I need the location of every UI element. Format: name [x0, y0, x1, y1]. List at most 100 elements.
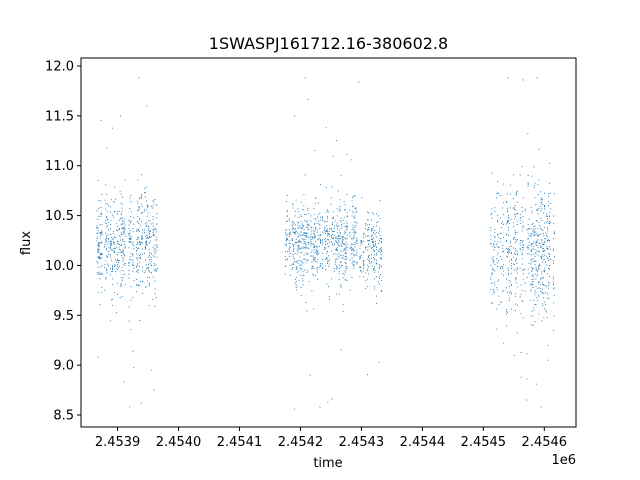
data-point: [294, 278, 296, 280]
data-point: [345, 225, 347, 227]
data-point: [342, 303, 344, 305]
data-point: [96, 226, 98, 228]
data-point: [552, 263, 555, 265]
data-point: [299, 267, 301, 269]
data-point: [507, 220, 510, 222]
data-point: [297, 225, 299, 227]
data-point: [144, 196, 146, 198]
data-point: [150, 223, 152, 225]
data-point: [132, 259, 134, 261]
data-point: [501, 221, 504, 223]
data-point: [365, 272, 367, 274]
data-point: [152, 199, 154, 201]
data-point: [148, 277, 150, 279]
data-point: [534, 182, 536, 184]
data-point: [286, 220, 288, 222]
data-point: [118, 265, 120, 267]
data-point: [154, 256, 156, 258]
data-point: [310, 215, 312, 217]
data-point: [108, 238, 110, 240]
data-point: [535, 251, 537, 253]
data-point: [137, 179, 139, 181]
data-point: [337, 244, 339, 246]
data-point: [111, 214, 113, 216]
data-point: [509, 250, 511, 252]
data-point: [306, 272, 308, 274]
data-point: [318, 238, 320, 240]
data-point: [519, 244, 521, 246]
data-point: [531, 284, 533, 286]
data-point: [120, 270, 122, 272]
data-point: [331, 186, 333, 188]
data-point: [336, 225, 338, 227]
data-point: [344, 225, 346, 227]
data-point: [115, 246, 118, 248]
data-point: [536, 268, 538, 270]
data-point: [532, 222, 534, 224]
data-point: [542, 277, 544, 280]
data-point: [313, 208, 315, 210]
data-point: [546, 293, 549, 295]
data-point: [493, 260, 495, 262]
data-point: [130, 194, 132, 196]
data-point: [317, 249, 319, 251]
data-point: [136, 265, 138, 267]
data-point: [379, 251, 381, 253]
data-point: [497, 241, 499, 243]
data-point: [534, 320, 536, 322]
data-point: [552, 330, 554, 332]
data-point: [152, 228, 154, 231]
data-point: [294, 252, 296, 254]
data-point: [152, 298, 154, 301]
data-point: [531, 278, 533, 280]
data-point: [142, 248, 144, 250]
data-point: [516, 239, 518, 241]
data-point: [354, 217, 356, 219]
data-point: [122, 258, 124, 260]
data-point: [530, 232, 532, 234]
data-point: [544, 261, 547, 263]
data-point: [501, 227, 503, 229]
data-point: [155, 231, 157, 233]
data-point: [540, 205, 542, 207]
data-point: [361, 241, 363, 243]
data-point: [380, 253, 382, 256]
data-point: [548, 268, 550, 270]
data-point: [491, 302, 493, 304]
data-point: [305, 301, 307, 304]
data-point: [122, 264, 124, 266]
data-point: [530, 254, 532, 256]
data-point: [315, 241, 317, 243]
data-point: [121, 220, 123, 222]
data-point: [375, 276, 377, 278]
data-point: [147, 237, 149, 239]
data-point: [121, 280, 123, 282]
data-point: [96, 261, 98, 263]
data-point: [116, 230, 119, 232]
data-point: [128, 232, 130, 234]
data-point: [145, 200, 147, 202]
data-point: [301, 278, 303, 280]
data-point: [530, 290, 532, 292]
data-point: [305, 213, 307, 215]
data-point: [111, 304, 113, 306]
data-point: [310, 236, 312, 238]
data-point: [142, 229, 144, 231]
data-point: [113, 248, 115, 250]
data-point: [106, 217, 108, 219]
data-point: [118, 219, 120, 221]
data-point: [148, 283, 150, 285]
data-point: [122, 277, 124, 279]
data-point: [320, 242, 322, 244]
data-point: [303, 258, 305, 260]
data-point: [514, 232, 516, 234]
data-point: [122, 273, 124, 276]
data-point: [534, 184, 536, 187]
data-point: [136, 291, 138, 293]
data-point: [494, 282, 496, 284]
data-point: [522, 247, 524, 249]
data-point: [373, 254, 375, 256]
data-point: [345, 268, 347, 270]
data-point: [305, 262, 307, 264]
data-point: [498, 295, 500, 297]
